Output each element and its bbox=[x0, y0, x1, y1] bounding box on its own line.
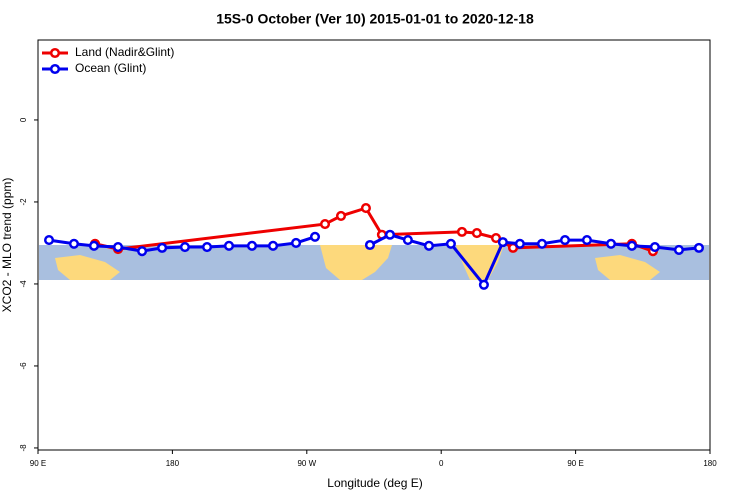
point bbox=[246, 240, 258, 251]
series-line bbox=[94, 206, 654, 253]
point bbox=[309, 231, 321, 242]
point bbox=[478, 279, 489, 290]
point bbox=[179, 242, 190, 253]
y-axis-label: XCO2 - MLO trend (ppm) bbox=[0, 178, 14, 313]
australia-west bbox=[55, 255, 120, 280]
australia bbox=[595, 255, 660, 280]
point bbox=[201, 242, 213, 253]
point bbox=[673, 244, 684, 255]
y-tick-label: -4 bbox=[19, 280, 28, 288]
x-axis-label: Longitude (deg E) bbox=[327, 476, 422, 490]
x-tick-label: 180 bbox=[166, 459, 180, 468]
africa bbox=[320, 245, 392, 280]
point bbox=[490, 232, 502, 244]
point bbox=[223, 240, 235, 251]
point bbox=[471, 228, 482, 239]
x-tick-label: 90 E bbox=[30, 459, 46, 468]
point bbox=[649, 242, 660, 253]
point bbox=[559, 235, 571, 246]
plot-frame bbox=[37, 39, 711, 451]
x-tick-label: 90 E bbox=[567, 459, 583, 468]
chart-title: 15S-0 October (Ver 10) 2015-01-01 to 202… bbox=[216, 11, 534, 27]
point bbox=[605, 238, 617, 249]
y-tick-label: 0 bbox=[19, 117, 28, 122]
south-america bbox=[456, 245, 504, 280]
point bbox=[364, 239, 376, 251]
point bbox=[88, 240, 100, 251]
point bbox=[319, 219, 331, 230]
point bbox=[384, 229, 396, 240]
point bbox=[536, 238, 548, 249]
point bbox=[157, 242, 168, 253]
point bbox=[335, 210, 347, 221]
y-tick-label: -2 bbox=[19, 198, 28, 206]
point bbox=[44, 235, 55, 246]
point bbox=[360, 203, 371, 214]
legend-marker bbox=[49, 47, 61, 59]
point bbox=[497, 237, 508, 248]
point bbox=[137, 246, 148, 257]
point bbox=[423, 240, 435, 251]
y-tick-label: -8 bbox=[19, 444, 28, 452]
x-tick-label: 0 bbox=[439, 459, 444, 468]
point bbox=[581, 235, 592, 246]
point bbox=[693, 242, 704, 253]
legend-marker bbox=[49, 63, 61, 75]
point bbox=[626, 240, 637, 251]
point bbox=[290, 237, 302, 248]
x-tick-label: 180 bbox=[703, 459, 717, 468]
point bbox=[514, 238, 525, 249]
legend-label: Ocean (Glint) bbox=[75, 61, 146, 75]
point bbox=[268, 240, 279, 251]
point bbox=[402, 235, 413, 246]
point bbox=[68, 238, 80, 249]
point bbox=[445, 238, 456, 249]
y-tick-label: -6 bbox=[19, 362, 28, 370]
x-tick-label: 90 W bbox=[297, 459, 316, 468]
point bbox=[112, 242, 124, 253]
map-background bbox=[39, 245, 709, 280]
point bbox=[456, 226, 468, 237]
legend-label: Land (Nadir&Glint) bbox=[75, 45, 174, 59]
